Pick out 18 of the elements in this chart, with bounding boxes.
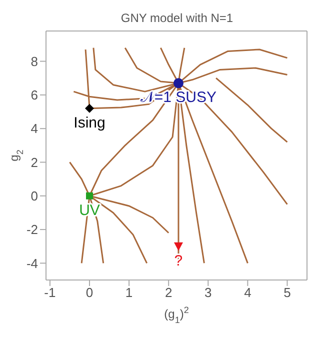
y-tick-label: 6 [30,88,38,103]
x-tick-label: 3 [204,285,212,300]
x-tick-label: 5 [284,285,291,300]
y-tick-label: 0 [30,188,38,204]
y-tick-label: 8 [30,54,38,69]
y-tick-label: 4 [30,121,38,136]
x-tick-label: 4 [244,285,252,300]
x-tick-label: 1 [125,285,133,300]
chart-title: GNY model with N=1 [120,11,234,25]
series-label: ? [174,252,183,270]
x-tick-label: -1 [44,285,56,300]
y-tick-label: -4 [26,256,38,271]
y-tick-label: -2 [26,222,38,238]
x-tick-label: 2 [164,285,172,300]
series-label: Ising [74,114,106,132]
x-tick-label: 0 [86,285,94,300]
x-axis-title: (g$_{1}$)$^{2}$ [164,305,189,325]
y-tick-label: 2 [30,154,38,170]
